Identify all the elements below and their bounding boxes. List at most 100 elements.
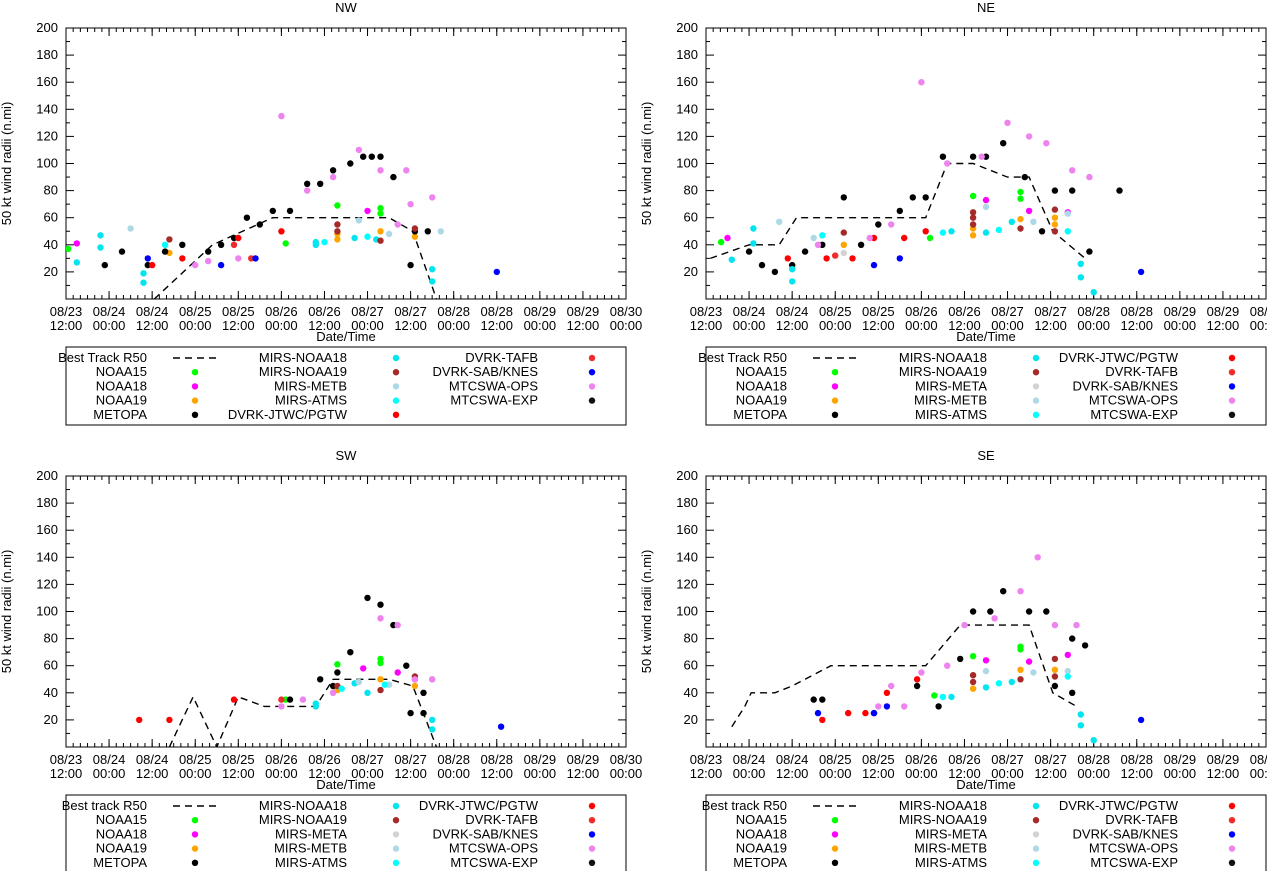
- legend-label: DVRK-JTWC/PGTW: [419, 798, 539, 813]
- legend-label: MTCSWA-EXP: [450, 855, 538, 870]
- data-point: [390, 173, 397, 181]
- data-point: [381, 681, 388, 688]
- series-mtcswa-ops: [875, 554, 1080, 710]
- data-point: [1000, 140, 1007, 147]
- data-point: [338, 685, 345, 692]
- legend-entry-mirs-atms: MIRS-ATMS: [915, 407, 1040, 422]
- x-tick-date: 08/24: [776, 304, 809, 319]
- legend-swatch: [191, 817, 199, 824]
- legend-label: DVRK-TAFB: [465, 350, 538, 365]
- x-tick-date: 08/28: [1077, 304, 1110, 319]
- legend-label: MIRS-METB: [914, 841, 987, 856]
- data-point: [969, 672, 977, 679]
- series-mtcswa-ops: [192, 112, 436, 269]
- x-tick-time: 00:00: [733, 766, 766, 781]
- data-point: [420, 709, 427, 717]
- x-tick-date: 08/28: [480, 304, 513, 319]
- data-point: [939, 153, 947, 160]
- x-tick-time: 12:00: [480, 318, 513, 333]
- y-tick-label: 140: [676, 549, 698, 564]
- legend-entry-dvrk-jtwc-pgtw: DVRK-JTWC/PGTW: [1059, 798, 1236, 813]
- x-tick-time: 12:00: [1034, 318, 1067, 333]
- series-mirs-noaa18: [73, 232, 436, 286]
- data-point: [991, 615, 998, 622]
- data-point: [819, 232, 826, 239]
- data-point: [161, 241, 169, 248]
- data-point: [969, 685, 977, 692]
- data-point: [217, 261, 225, 269]
- data-point: [969, 221, 977, 228]
- y-tick-label: 20: [684, 712, 698, 727]
- data-point: [355, 678, 363, 686]
- plot-data: [136, 594, 505, 747]
- x-tick-date: 08/28: [1120, 752, 1153, 767]
- y-tick-label: 40: [684, 685, 698, 700]
- legend-swatch: [588, 859, 596, 866]
- legend-swatch: [191, 369, 199, 376]
- data-point: [1090, 737, 1097, 744]
- data-point: [411, 225, 419, 232]
- y-tick-label: 140: [36, 549, 58, 564]
- legend-label: Best Track R50: [58, 350, 147, 365]
- data-point: [355, 146, 363, 154]
- series-noaa15: [717, 188, 1024, 246]
- series-noaa19: [969, 666, 1059, 692]
- x-tick-date: 08/29: [1207, 304, 1240, 319]
- panel-title: NE: [977, 0, 995, 15]
- data-point: [377, 228, 384, 235]
- x-tick-date: 08/29: [1164, 752, 1197, 767]
- series-best-track-r50: [731, 624, 1077, 728]
- data-point: [493, 268, 500, 276]
- x-tick-time: 00:00: [437, 766, 470, 781]
- legend-swatch: [831, 369, 839, 376]
- legend-entry-dvrk-sab-knes: DVRK-SAB/KNES: [1073, 378, 1236, 393]
- x-tick-time: 12:00: [50, 766, 83, 781]
- data-point: [784, 255, 791, 262]
- x-tick-time: 12:00: [776, 766, 809, 781]
- y-tick-label: 160: [36, 74, 58, 89]
- data-point: [969, 678, 977, 686]
- data-point: [205, 257, 212, 265]
- legend-entry-mtcswa-ops: MTCSWA-OPS: [1089, 841, 1236, 856]
- data-point: [136, 716, 143, 724]
- legend-entry-mtcswa-exp: MTCSWA-EXP: [1090, 407, 1236, 422]
- data-point: [73, 240, 81, 247]
- legend-entry-mirs-atms: MIRS-ATMS: [915, 855, 1040, 870]
- legend-swatch: [1228, 383, 1236, 390]
- y-tick-label: 100: [676, 156, 698, 171]
- legend-label: MIRS-ATMS: [915, 407, 987, 422]
- data-point: [982, 667, 990, 675]
- x-tick-time: 12:00: [1120, 766, 1153, 781]
- data-point: [1051, 666, 1059, 673]
- data-point: [750, 240, 757, 247]
- data-point: [317, 676, 324, 683]
- y-tick-label: 60: [44, 658, 58, 673]
- data-point: [269, 207, 276, 215]
- legend-swatch: [588, 354, 596, 362]
- data-point: [944, 662, 951, 669]
- legend-swatch: [588, 383, 596, 390]
- data-point: [304, 187, 311, 194]
- series-dvrk-tafb: [278, 696, 285, 703]
- data-point: [347, 649, 354, 656]
- data-point: [351, 234, 358, 242]
- x-tick-time: 00:00: [265, 318, 298, 333]
- legend-swatch: [1032, 411, 1040, 418]
- x-tick-date: 08/24: [93, 752, 126, 767]
- data-point: [901, 234, 908, 242]
- x-tick-date: 08/25: [179, 304, 212, 319]
- data-point: [364, 689, 371, 696]
- x-tick-date: 08/25: [862, 304, 895, 319]
- legend-label: NOAA18: [96, 826, 147, 841]
- legend-entry-mirs-noaa19: MIRS-NOAA19: [899, 812, 1040, 827]
- x-tick-date: 08/30: [610, 304, 643, 319]
- legend-swatch: [1032, 817, 1040, 824]
- x-tick-time: 12:00: [1207, 318, 1240, 333]
- x-tick-date: 08/26: [308, 304, 341, 319]
- x-tick-time: 00:00: [524, 766, 557, 781]
- legend-swatch: [831, 383, 839, 390]
- x-axis: 08/2312:0008/2400:0008/2412:0008/2500:00…: [690, 28, 1267, 333]
- y-tick-label: 100: [36, 604, 58, 619]
